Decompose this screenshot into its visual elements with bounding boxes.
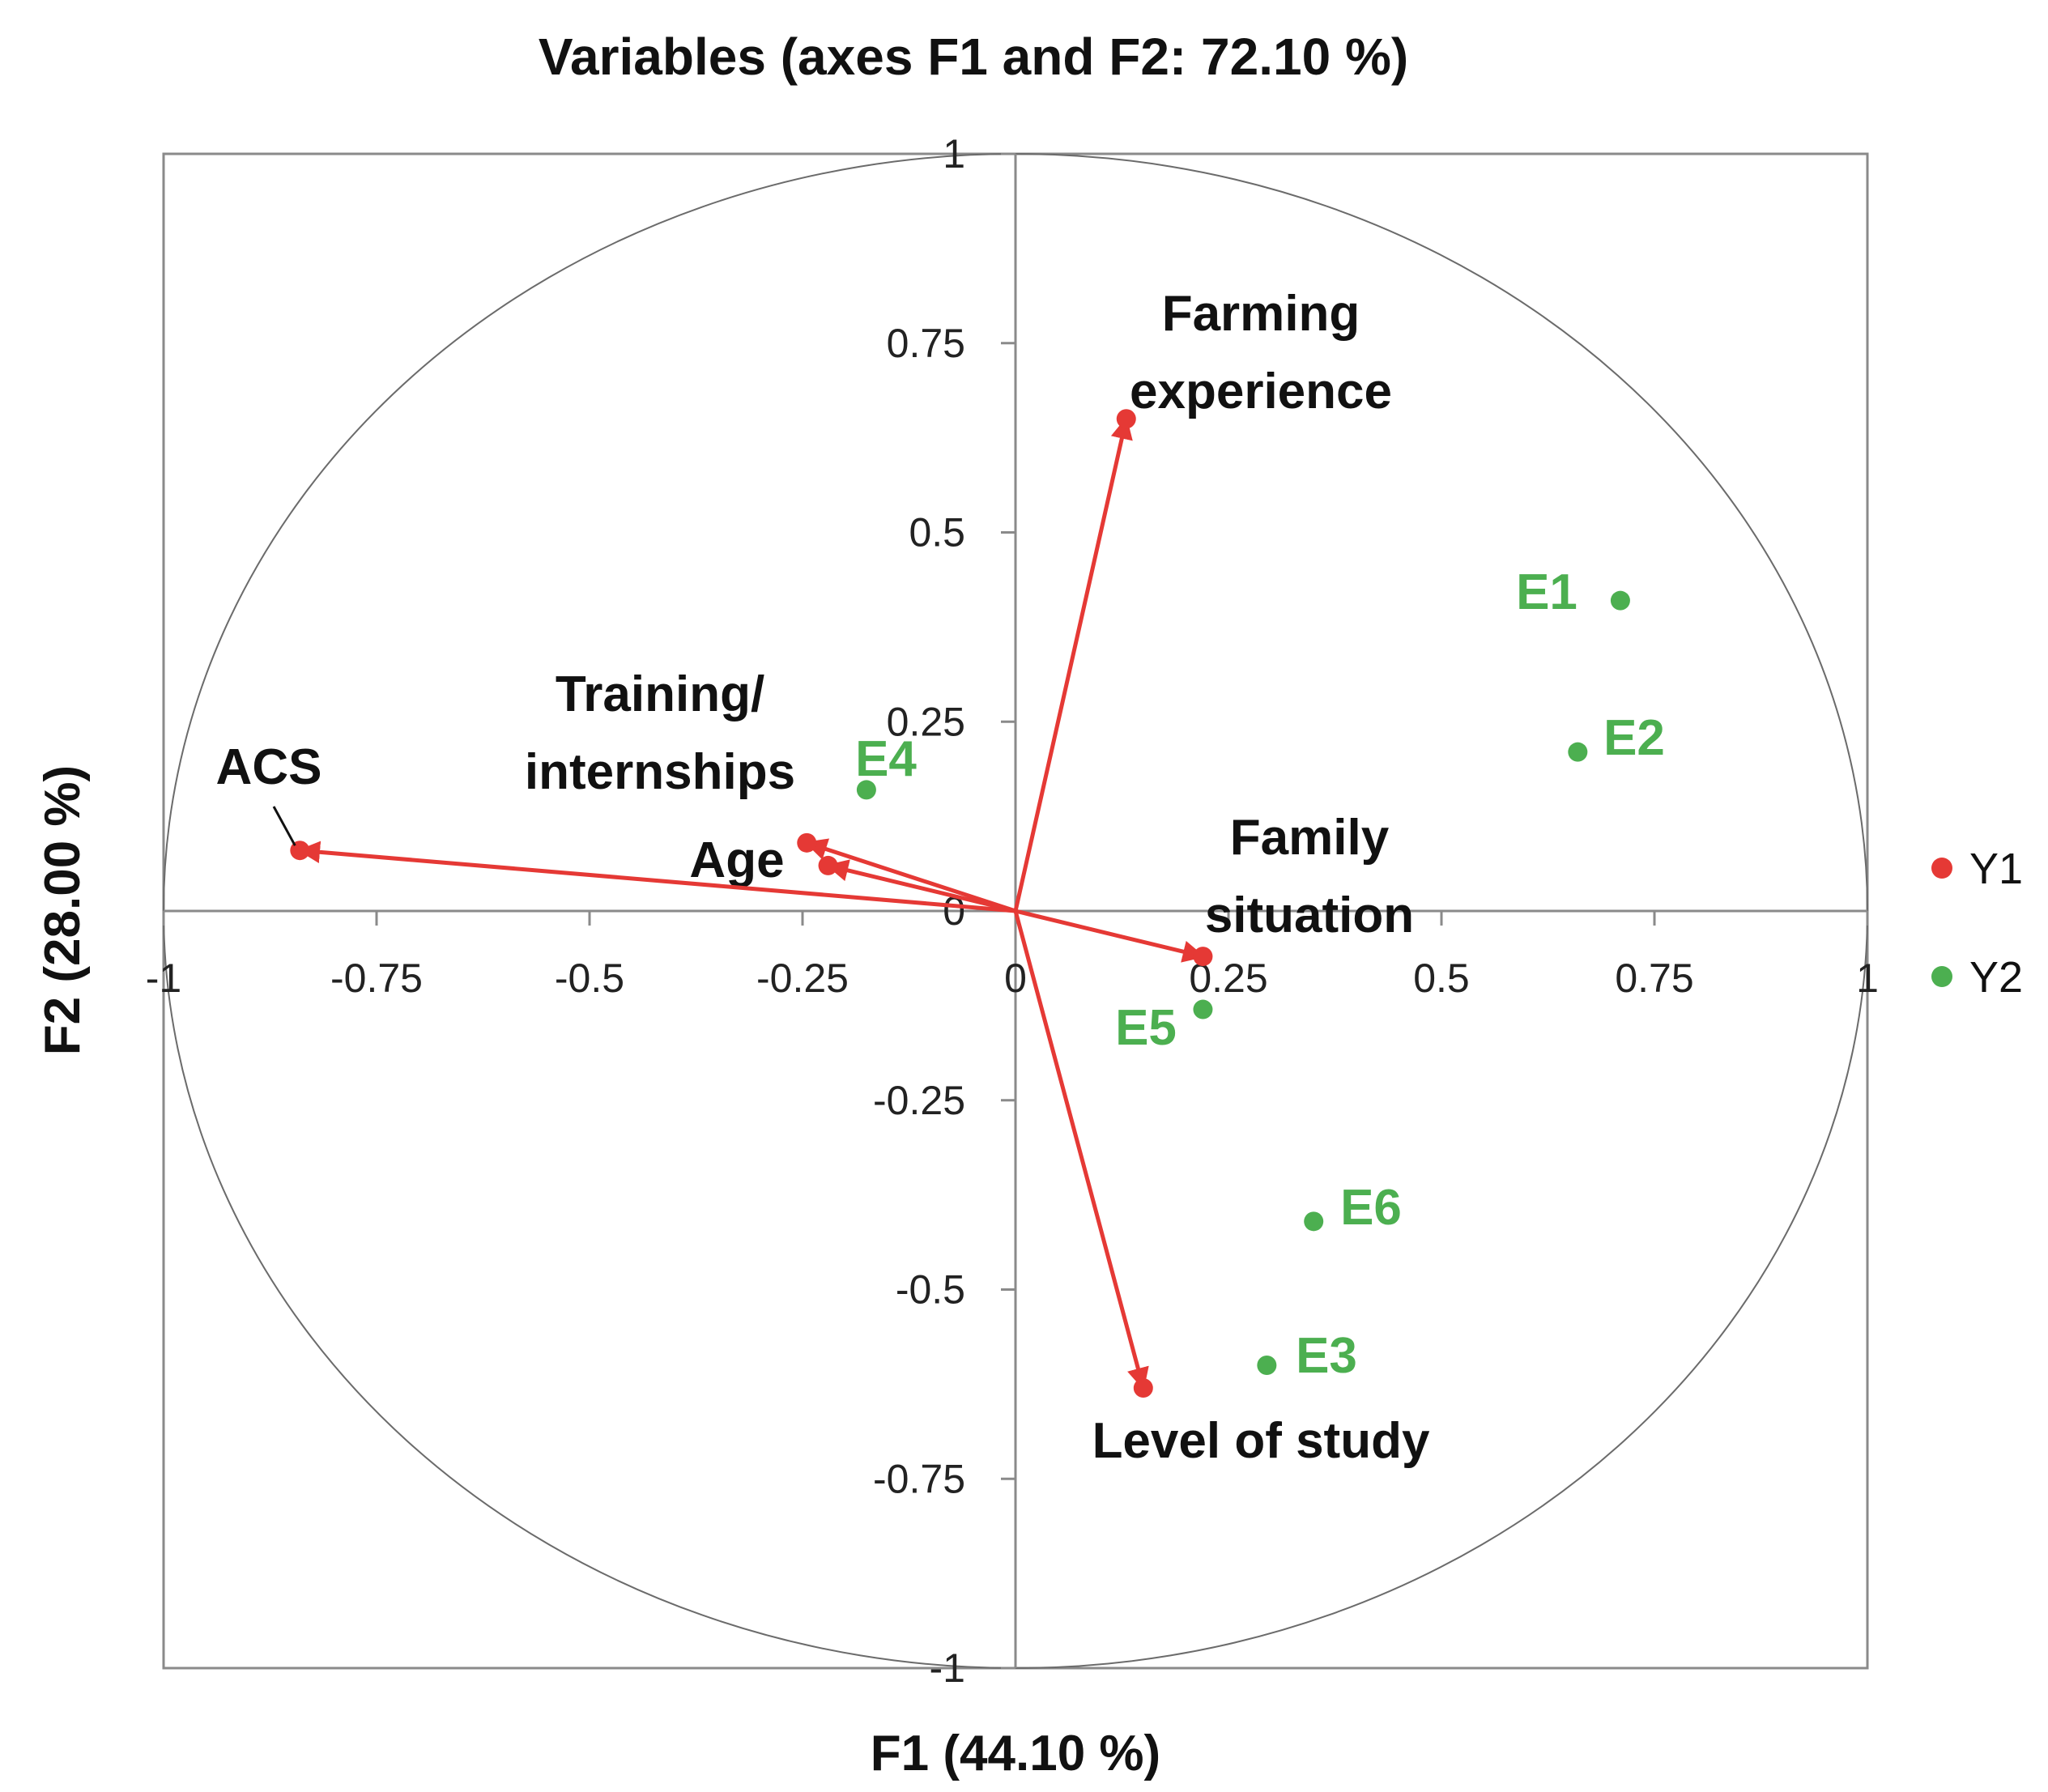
- vector-point-level-of-study: [1133, 1378, 1153, 1398]
- observation-label-e3: E3: [1296, 1328, 1357, 1384]
- x-tick-label: -0.25: [756, 956, 849, 1001]
- observation-point-e3: [1257, 1356, 1277, 1375]
- x-tick-label: -0.75: [330, 956, 423, 1001]
- variable-label-acs: ACS: [216, 739, 322, 795]
- variable-label-farming-experience: Farming experience: [1130, 286, 1392, 419]
- vector-point-family-situation: [1193, 947, 1213, 967]
- legend-label-y2: Y2: [1969, 953, 2023, 1002]
- variable-label-line: Training/: [556, 666, 764, 722]
- variable-label-family-situation: Family situation: [1205, 810, 1414, 943]
- variable-label-training-internships: Training/internships: [525, 666, 795, 800]
- vector-point-training-internships: [797, 832, 817, 853]
- y-tick-label: -0.75: [873, 1456, 965, 1501]
- legend: Y1 Y2: [1931, 845, 2023, 1002]
- acs-leader-line: [272, 806, 296, 846]
- x-tick-label: -1: [146, 956, 181, 1001]
- observation-point-e5: [1193, 999, 1213, 1019]
- y-axis-title: F2 (28.00 %): [35, 765, 91, 1055]
- vector-age: [825, 859, 1016, 913]
- y-tick-label: -0.5: [896, 1267, 965, 1313]
- plot-area: -1 -0.75 -0.5 -0.25 0 0.25 0.5 0.75 110.750.50.2…: [146, 131, 1879, 1691]
- observation-label-e1: E1: [1516, 564, 1578, 620]
- variable-label-line: internships: [525, 744, 795, 800]
- variable-label-level-of-study: Level of study: [1092, 1413, 1430, 1469]
- y-tick-label: -1: [930, 1645, 965, 1691]
- y-tick-label: 0.75: [887, 321, 965, 366]
- x-tick-label: -0.5: [555, 956, 624, 1001]
- x-tick-label: 0: [1004, 956, 1027, 1001]
- observation-label-e4: E4: [855, 731, 917, 787]
- variable-label-line: Level of study: [1092, 1413, 1430, 1469]
- variable-label-line: Age: [689, 832, 784, 888]
- vector-point-age: [818, 855, 838, 875]
- y-tick-label: 0.5: [909, 510, 965, 555]
- legend-label-y1: Y1: [1969, 845, 2023, 893]
- vector-training-internships: [804, 838, 1016, 913]
- variable-label-age: Age: [689, 832, 784, 888]
- y-tick-label: 0.25: [887, 699, 965, 744]
- y-tick-label: -0.25: [873, 1078, 965, 1123]
- observation-label-e5: E5: [1115, 1000, 1177, 1056]
- observation-point-e2: [1568, 742, 1588, 762]
- x-tick-label: 0.5: [1413, 956, 1470, 1001]
- chart-title: Variables (axes F1 and F2: 72.10 %): [539, 28, 1408, 86]
- vector-farming-experience: [1013, 416, 1133, 912]
- vector-family-situation: [1015, 909, 1206, 963]
- y-tick-label: 1: [943, 131, 965, 177]
- variable-label-line: Family: [1230, 810, 1390, 866]
- x-tick-label: 0.75: [1615, 956, 1693, 1001]
- x-tick-label: 1: [1856, 956, 1879, 1001]
- observation-label-e2: E2: [1603, 710, 1665, 766]
- variable-label-line: ACS: [216, 739, 322, 795]
- variable-label-line: experience: [1130, 364, 1392, 419]
- legend-marker-y1: [1931, 858, 1952, 879]
- x-axis-title: F1 (44.10 %): [871, 1726, 1160, 1781]
- vector-level-of-study: [1013, 910, 1149, 1390]
- variable-label-line: situation: [1205, 887, 1414, 943]
- variable-label-line: Farming: [1162, 286, 1360, 342]
- legend-marker-y2: [1931, 966, 1952, 987]
- observation-point-e4: [856, 780, 876, 800]
- observation-point-e1: [1610, 590, 1630, 611]
- observation-point-e6: [1304, 1211, 1324, 1232]
- vector-acs: [297, 841, 1016, 913]
- observation-label-e6: E6: [1340, 1180, 1402, 1236]
- vector-point-farming-experience: [1116, 409, 1136, 429]
